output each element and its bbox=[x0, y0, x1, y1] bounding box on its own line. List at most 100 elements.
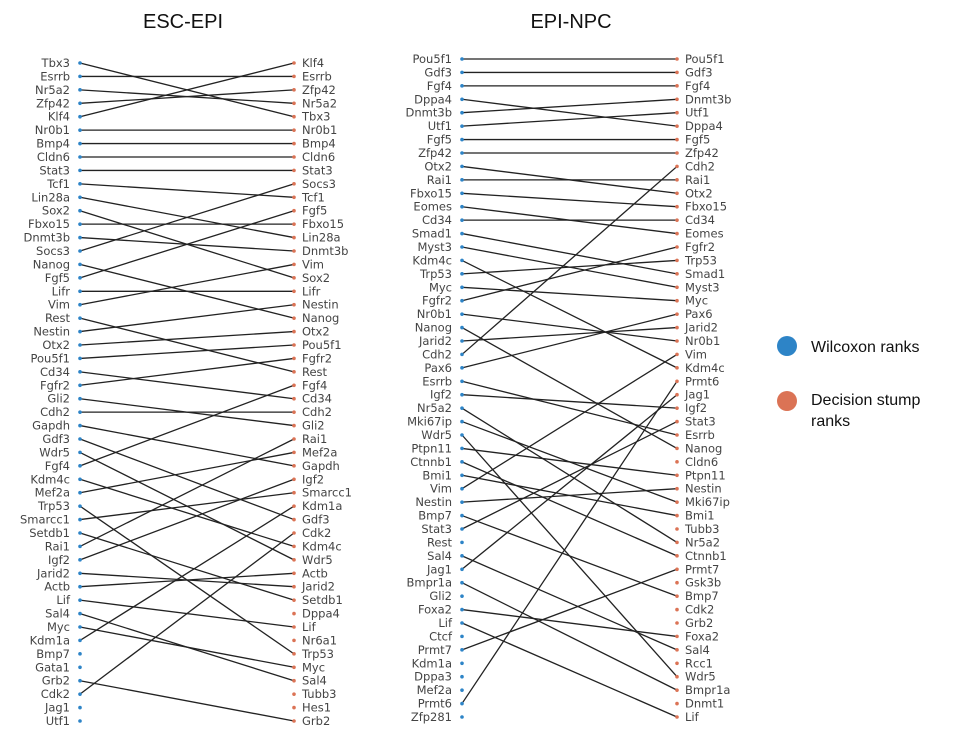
right-gene-label: Stat3 bbox=[302, 163, 333, 177]
right-gene-label: Sal4 bbox=[302, 674, 327, 688]
right-gene-label: Socs3 bbox=[302, 177, 336, 191]
left-gene-label: Mef2a bbox=[417, 683, 452, 697]
left-gene-label: Lifr bbox=[52, 284, 71, 298]
rank-line-gapdh bbox=[79, 424, 295, 467]
wilcoxon-rank-point bbox=[460, 513, 464, 518]
decision-stump-rank-point bbox=[292, 450, 296, 455]
right-gene-label: Lif bbox=[302, 620, 317, 634]
rank-line-nanog bbox=[461, 327, 678, 449]
wilcoxon-rank-point bbox=[78, 558, 82, 562]
right-gene-label: Actb bbox=[302, 566, 328, 580]
right-gene-label: Smarcc1 bbox=[302, 486, 352, 500]
wilcoxon-rank-point bbox=[460, 715, 464, 719]
decision-stump-rank-point bbox=[292, 235, 296, 240]
left-gene-label: Stat3 bbox=[39, 163, 70, 177]
wilcoxon-rank-point bbox=[78, 678, 82, 683]
left-gene-label: Wdr5 bbox=[421, 428, 452, 442]
rank-line-kdm4c bbox=[79, 478, 295, 548]
wilcoxon-rank-point bbox=[460, 446, 464, 451]
left-gene-label: Foxa2 bbox=[418, 603, 452, 617]
left-gene-label: Sox2 bbox=[42, 204, 70, 218]
right-gene-label: Sox2 bbox=[302, 271, 330, 285]
right-gene-label: Dnmt1 bbox=[685, 697, 724, 711]
rank-line-stat3 bbox=[461, 420, 678, 530]
rank-line-rai1 bbox=[79, 438, 295, 548]
rank-line-bmpr1a bbox=[461, 582, 678, 691]
chart-title-epi-npc: EPI-NPC bbox=[530, 11, 611, 33]
decision-stump-rank-point bbox=[292, 558, 296, 562]
wilcoxon-rank-point bbox=[78, 235, 82, 240]
rank-line-mef2a bbox=[79, 451, 295, 494]
left-gene-label: Zfp281 bbox=[411, 710, 452, 724]
decision-stump-rank-point bbox=[292, 504, 296, 508]
left-gene-label: Otx2 bbox=[424, 159, 452, 173]
wilcoxon-rank-point bbox=[78, 74, 82, 79]
wilcoxon-rank-point bbox=[78, 490, 82, 495]
esc-epi-panel: Tbx3EsrrbNr5a2Zfp42Klf4Nr0b1Bmp4Cldn6Sta… bbox=[20, 56, 352, 728]
rank-line-grb2 bbox=[79, 680, 295, 722]
decision-stump-rank-point bbox=[675, 688, 679, 692]
wilcoxon-rank-point bbox=[78, 571, 82, 576]
rank-line-fgfr2 bbox=[79, 357, 295, 386]
wilcoxon-rank-point bbox=[460, 110, 464, 115]
left-gene-label: Tbx3 bbox=[41, 56, 70, 70]
right-gene-label: Rai1 bbox=[302, 432, 327, 446]
rank-line-zfp42 bbox=[79, 89, 295, 104]
rank-line-ptpn11 bbox=[461, 447, 678, 476]
left-gene-label: Cd34 bbox=[422, 213, 452, 227]
left-gene-label: Rest bbox=[427, 535, 453, 549]
wilcoxon-rank-point bbox=[460, 486, 464, 491]
decision-stump-rank-point bbox=[675, 486, 679, 491]
right-gene-label: Zfp42 bbox=[685, 146, 719, 160]
rank-line-tcf1 bbox=[79, 183, 295, 198]
right-gene-label: Cd34 bbox=[685, 213, 715, 227]
left-gene-label: Zfp42 bbox=[418, 146, 452, 160]
epi-npc-panel: Pou5f1Gdf3Fgf4Dppa4Dnmt3bUtf1Fgf5Zfp42Ot… bbox=[406, 52, 732, 724]
decision-stump-rank-point bbox=[292, 611, 296, 616]
left-gene-label: Actb bbox=[44, 580, 70, 594]
decision-stump-rank-point bbox=[292, 383, 296, 388]
left-gene-label: Gdf3 bbox=[42, 432, 70, 446]
right-gene-label: Fgf4 bbox=[685, 79, 710, 93]
decision-stump-rank-point bbox=[675, 406, 679, 410]
rank-line-smarcc1 bbox=[79, 492, 295, 521]
right-gene-label: Prmt7 bbox=[685, 562, 719, 576]
right-gene-label: Dnmt3b bbox=[685, 92, 731, 106]
wilcoxon-rank-point bbox=[460, 607, 464, 612]
decision-stump-rank-point bbox=[292, 638, 296, 643]
wilcoxon-rank-point bbox=[460, 648, 464, 652]
left-gene-label: Ctcf bbox=[429, 629, 453, 643]
rank-line-klf4 bbox=[79, 62, 295, 118]
wilcoxon-rank-point bbox=[460, 151, 464, 155]
decision-stump-rank-point bbox=[292, 410, 296, 414]
decision-stump-rank-point bbox=[292, 625, 296, 629]
legend-marker-wilcoxon bbox=[777, 336, 797, 356]
wilcoxon-rank-point bbox=[460, 567, 464, 572]
left-gene-label: Nr0b1 bbox=[35, 123, 70, 137]
right-gene-label: Cldn6 bbox=[302, 150, 335, 164]
right-gene-label: Nanog bbox=[685, 441, 722, 455]
left-gene-label: Utf1 bbox=[428, 119, 452, 133]
rank-line-smad1 bbox=[461, 232, 678, 275]
wilcoxon-rank-point bbox=[78, 638, 82, 643]
wilcoxon-rank-point bbox=[78, 464, 82, 468]
left-gene-label: Cdk2 bbox=[41, 687, 70, 701]
wilcoxon-rank-point bbox=[78, 168, 82, 173]
decision-stump-rank-point bbox=[675, 419, 679, 424]
wilcoxon-rank-point bbox=[460, 97, 464, 102]
right-gene-label: Utf1 bbox=[685, 106, 709, 120]
rank-line-dppa4 bbox=[461, 98, 678, 127]
right-gene-label: Wdr5 bbox=[685, 670, 716, 684]
right-gene-label: Vim bbox=[685, 347, 707, 361]
decision-stump-rank-point bbox=[675, 701, 679, 706]
left-gene-label: Zfp42 bbox=[36, 96, 70, 110]
decision-stump-rank-point bbox=[292, 678, 296, 683]
right-gene-label: Fbxo15 bbox=[685, 200, 727, 214]
wilcoxon-rank-point bbox=[460, 218, 464, 222]
wilcoxon-rank-point bbox=[460, 554, 464, 558]
decision-stump-rank-point bbox=[675, 218, 679, 222]
wilcoxon-rank-point bbox=[78, 611, 82, 616]
rank-line-cdk2 bbox=[79, 532, 295, 695]
right-gene-label: Esrrb bbox=[302, 69, 332, 83]
rank-line-lif bbox=[461, 622, 678, 718]
